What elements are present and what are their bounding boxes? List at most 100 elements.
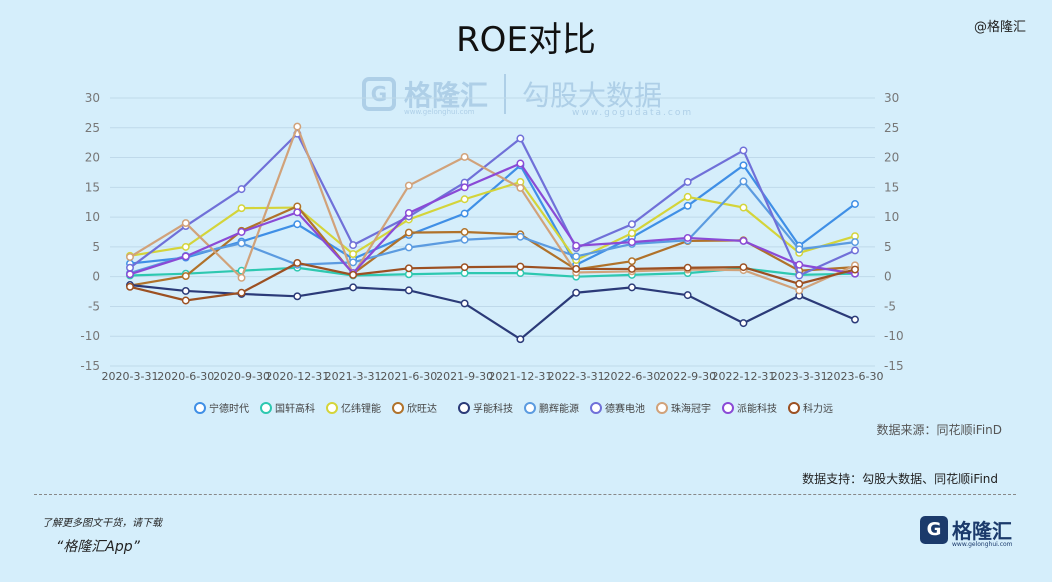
data-point bbox=[293, 259, 302, 267]
series-line bbox=[129, 180, 856, 262]
legend-marker bbox=[392, 402, 404, 414]
data-point bbox=[627, 229, 636, 238]
legend-marker bbox=[656, 402, 668, 414]
y-tick-label-right: 10 bbox=[884, 210, 899, 224]
data-point bbox=[739, 319, 748, 328]
footer-logo: G 格隆汇 www.gelonghui.com bbox=[920, 515, 1013, 548]
data-point bbox=[237, 288, 246, 297]
y-tick-label-right: 25 bbox=[884, 121, 899, 135]
chart-title: ROE对比 bbox=[456, 20, 596, 60]
legend-label: 派能科技 bbox=[737, 402, 777, 415]
y-tick-label-left: 25 bbox=[85, 121, 100, 135]
data-point bbox=[293, 292, 302, 301]
data-point bbox=[683, 192, 692, 201]
data-point bbox=[126, 263, 134, 272]
data-point bbox=[404, 243, 413, 252]
x-tick-label: 2023-3-31 bbox=[771, 370, 828, 383]
footer-logo-sub: www.gelonghui.com bbox=[952, 541, 1013, 548]
data-point bbox=[795, 279, 804, 288]
data-point bbox=[683, 291, 692, 300]
data-point bbox=[683, 178, 692, 186]
data-point bbox=[851, 200, 859, 208]
data-point bbox=[349, 250, 358, 258]
x-tick-label: 2022-6-30 bbox=[603, 370, 660, 383]
watermark-separator bbox=[504, 74, 507, 114]
x-tick-label: 2022-12-31 bbox=[711, 370, 775, 383]
data-point bbox=[516, 269, 525, 278]
y-tick-label-right: 0 bbox=[884, 270, 892, 284]
legend-marker bbox=[590, 402, 602, 414]
x-tick-label: 2022-9-30 bbox=[659, 370, 716, 383]
footer-line-2: “格隆汇App” bbox=[56, 539, 140, 555]
roe-line-chart: -15 -15 -10 -10 -5 -5 0 0 5 5 10 10 15 15 20 20 25 25 30 30… bbox=[80, 91, 903, 415]
data-point bbox=[572, 288, 581, 297]
data-point bbox=[349, 241, 358, 250]
x-tick-label: 2022-3-31 bbox=[548, 370, 605, 383]
legend-label: 珠海冠宇 bbox=[671, 402, 711, 415]
data-point bbox=[237, 204, 246, 213]
legend-label: 亿纬锂能 bbox=[341, 402, 381, 415]
data-point bbox=[237, 185, 246, 194]
data-point bbox=[572, 252, 581, 261]
x-tick-label: 2020-6-30 bbox=[157, 370, 214, 383]
data-point bbox=[404, 228, 413, 237]
y-tick-label-left: 15 bbox=[85, 180, 100, 194]
data-point bbox=[126, 253, 134, 261]
data-point bbox=[404, 208, 413, 217]
data-point bbox=[460, 195, 469, 204]
data-point bbox=[795, 286, 804, 295]
legend-marker bbox=[326, 402, 338, 414]
series-line bbox=[129, 283, 856, 341]
y-tick-label-right: 15 bbox=[884, 180, 899, 194]
corner-watermark: @格隆汇 bbox=[973, 20, 1026, 35]
data-point bbox=[572, 264, 581, 273]
data-point bbox=[460, 228, 469, 236]
series-line bbox=[129, 123, 856, 292]
legend-marker bbox=[788, 402, 800, 414]
data-point bbox=[627, 220, 636, 229]
x-tick-label: 2021-3-31 bbox=[325, 370, 382, 383]
x-tick-label: 2020-9-30 bbox=[213, 370, 270, 383]
legend-marker bbox=[722, 402, 734, 414]
data-point bbox=[739, 161, 748, 170]
data-point bbox=[627, 257, 636, 266]
y-tick-label-right: 30 bbox=[884, 91, 899, 105]
y-tick-label-left: 0 bbox=[92, 270, 100, 284]
data-point bbox=[460, 183, 469, 192]
y-tick-label-right: -5 bbox=[884, 299, 896, 313]
data-point bbox=[851, 265, 859, 274]
y-tick-label-left: 5 bbox=[92, 240, 100, 254]
y-tick-label-left: 10 bbox=[85, 210, 100, 224]
data-point bbox=[181, 242, 190, 251]
y-tick-label-right: 5 bbox=[884, 240, 892, 254]
data-point bbox=[293, 208, 302, 217]
watermark-brand-sub: www.gogudata.com bbox=[572, 108, 694, 118]
data-point bbox=[572, 241, 581, 250]
watermark-sub: www.gelonghui.com bbox=[404, 108, 475, 116]
source-note: 数据来源：同花顺iFinD bbox=[876, 423, 1002, 437]
x-tick-label: 2021-12-31 bbox=[488, 370, 552, 383]
y-tick-label-right: 20 bbox=[884, 151, 899, 165]
data-point bbox=[739, 146, 748, 155]
y-tick-label-left: -15 bbox=[80, 359, 100, 373]
legend-marker bbox=[458, 402, 470, 414]
data-point bbox=[349, 270, 358, 279]
watermark-logo-icon: G bbox=[362, 77, 396, 111]
data-point bbox=[349, 258, 358, 267]
data-point bbox=[516, 159, 525, 168]
series-line bbox=[129, 163, 856, 267]
data-point bbox=[683, 234, 692, 242]
data-point bbox=[851, 246, 859, 255]
data-point bbox=[516, 335, 525, 344]
data-point bbox=[627, 283, 636, 292]
data-point bbox=[460, 299, 469, 308]
series-line bbox=[129, 179, 856, 275]
data-point bbox=[739, 236, 748, 245]
footer-line-1: 了解更多图文干货，请下载 bbox=[42, 518, 162, 529]
data-point bbox=[516, 183, 525, 192]
legend-label: 欣旺达 bbox=[407, 402, 437, 415]
footer-logo-icon: G bbox=[920, 515, 948, 544]
data-point bbox=[181, 252, 190, 261]
support-note: 数据支持：勾股大数据、同花顺iFind bbox=[802, 472, 998, 486]
data-point bbox=[851, 238, 859, 247]
